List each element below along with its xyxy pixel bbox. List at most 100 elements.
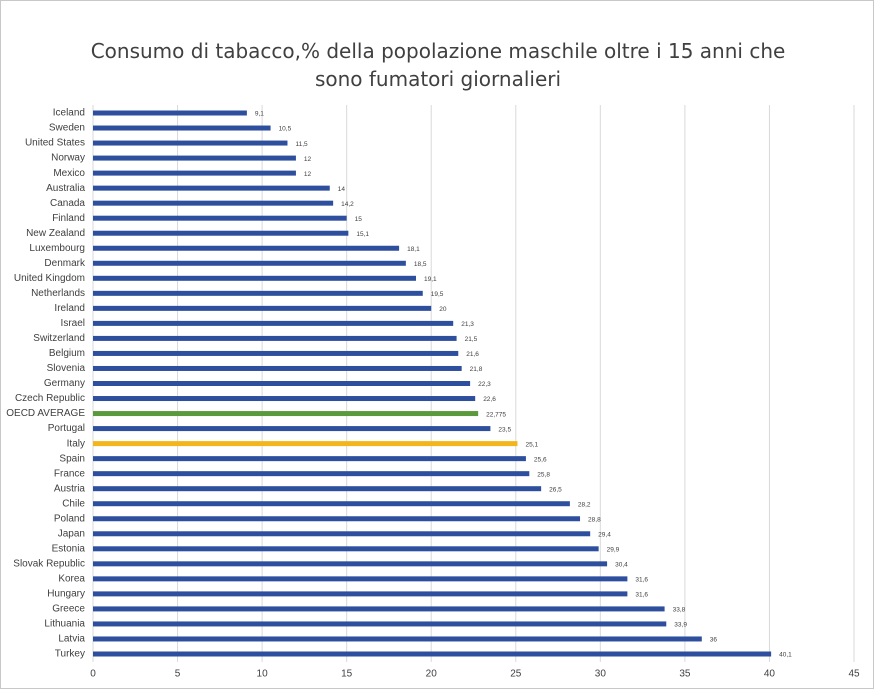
- x-tick-label: 40: [764, 669, 776, 680]
- bar: [93, 546, 599, 552]
- bar: [93, 230, 349, 236]
- y-tick-label: Chile: [62, 498, 85, 509]
- bar: [93, 516, 581, 522]
- value-label: 21,5: [465, 336, 478, 343]
- x-tick-label: 45: [848, 669, 860, 680]
- value-label: 22,6: [483, 396, 496, 403]
- bar: [93, 381, 471, 386]
- bar: [93, 396, 476, 402]
- x-tick-label: 0: [90, 669, 96, 680]
- bar: [93, 651, 772, 657]
- value-label: 22,3: [478, 381, 491, 388]
- bar: [93, 591, 628, 597]
- bar: [93, 320, 454, 326]
- bar: [93, 606, 665, 612]
- value-label: 31,6: [635, 577, 648, 584]
- y-tick-label: Switzerland: [33, 333, 85, 344]
- value-label: 25,8: [537, 471, 550, 478]
- bar: [93, 561, 608, 567]
- y-tick-label: Sweden: [49, 123, 85, 134]
- value-label: 25,6: [534, 456, 547, 463]
- y-tick-label: Slovenia: [47, 363, 86, 374]
- y-tick-label: Finland: [52, 213, 85, 224]
- y-tick-label: Canada: [50, 198, 85, 209]
- y-tick-label: Japan: [58, 528, 85, 539]
- bar: [93, 365, 462, 371]
- y-tick-label: OECD AVERAGE: [6, 408, 85, 419]
- value-label: 40,1: [779, 652, 792, 659]
- value-label: 21,6: [466, 351, 479, 358]
- bar: [93, 471, 530, 477]
- y-tick-label: Norway: [51, 153, 85, 164]
- y-tick-label: Korea: [58, 574, 85, 585]
- y-tick-label: Belgium: [49, 348, 85, 359]
- y-tick-label: Italy: [67, 438, 85, 449]
- bar: [93, 426, 491, 432]
- y-tick-label: Mexico: [53, 168, 85, 179]
- value-label: 33,8: [673, 607, 686, 614]
- x-tick-label: 25: [510, 669, 522, 680]
- value-label: 21,8: [470, 366, 483, 373]
- x-tick-label: 30: [595, 669, 607, 680]
- bar: [93, 260, 406, 266]
- bar: [93, 140, 288, 146]
- y-tick-label: Portugal: [48, 423, 85, 434]
- bar: [93, 155, 296, 161]
- bar: [93, 636, 702, 642]
- y-tick-label: United States: [25, 138, 85, 149]
- y-tick-label: Latvia: [58, 634, 85, 645]
- y-tick-label: Hungary: [47, 589, 85, 600]
- x-tick-label: 15: [341, 669, 353, 680]
- y-tick-label: Luxembourg: [29, 243, 85, 254]
- value-label: 29,4: [598, 531, 611, 538]
- y-tick-label: Lithuania: [44, 619, 85, 630]
- value-label: 14: [338, 186, 346, 193]
- value-label: 25,1: [525, 441, 538, 448]
- value-label: 18,1: [407, 246, 420, 253]
- y-tick-label: Poland: [54, 513, 85, 524]
- bar: [93, 531, 591, 537]
- y-tick-label: New Zealand: [26, 228, 85, 239]
- x-tick-label: 35: [679, 669, 691, 680]
- y-tick-label: Iceland: [53, 108, 85, 119]
- value-label: 15: [355, 216, 363, 223]
- value-label: 11,5: [295, 141, 308, 148]
- y-tick-label: Austria: [54, 483, 86, 494]
- y-tick-label: United Kingdom: [14, 273, 85, 284]
- bar: [93, 200, 334, 206]
- bar: [93, 621, 667, 627]
- value-label: 26,5: [549, 486, 562, 493]
- value-label: 12: [304, 171, 312, 178]
- value-label: 33,9: [674, 622, 687, 629]
- chart-title: Consumo di tabacco,% della popolazione m…: [90, 39, 786, 91]
- value-label: 20: [439, 306, 447, 313]
- bar: [93, 305, 432, 311]
- y-tick-label: Turkey: [55, 649, 85, 660]
- y-tick-label: Estonia: [52, 543, 86, 554]
- value-label: 29,9: [607, 547, 620, 554]
- y-tick-label: Ireland: [54, 303, 85, 314]
- value-label: 12: [304, 156, 312, 163]
- y-tick-label: Netherlands: [31, 288, 85, 299]
- value-label: 23,5: [498, 426, 511, 433]
- x-tick-label: 20: [426, 669, 438, 680]
- value-label: 28,2: [578, 501, 591, 508]
- bar: [93, 275, 417, 281]
- y-tick-label: Australia: [46, 183, 85, 194]
- value-label: 30,4: [615, 562, 628, 569]
- bar: [93, 110, 247, 116]
- value-label: 22,775: [486, 411, 506, 418]
- bar: [93, 185, 330, 191]
- value-label: 9,1: [255, 111, 264, 118]
- bar: [93, 335, 457, 341]
- bar: [93, 486, 542, 492]
- value-label: 36: [710, 637, 718, 644]
- x-tick-label: 5: [175, 669, 181, 680]
- y-tick-label: France: [54, 468, 86, 479]
- bar: [93, 170, 296, 176]
- y-tick-label: Czech Republic: [15, 393, 85, 404]
- value-label: 28,8: [588, 516, 601, 523]
- bar: [93, 125, 271, 131]
